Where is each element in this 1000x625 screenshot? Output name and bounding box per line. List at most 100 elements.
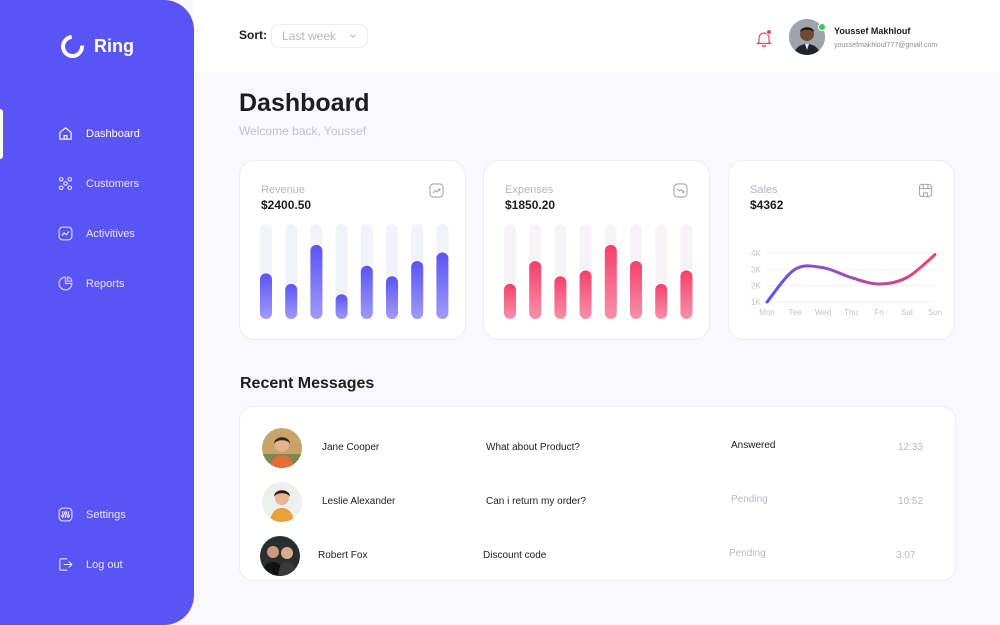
revenue-bar-chart: [260, 224, 449, 320]
card-label: Revenue: [261, 184, 306, 196]
page-title: Dashboard: [239, 89, 370, 117]
x-tick-label: Sun: [928, 308, 942, 317]
sales-line-chart: 1K 2K 3K 4K Mon Tee Wed Thu Fri Sat Sun: [751, 249, 942, 317]
user-email: youssefmakhlouf777@gmail.com: [834, 42, 938, 49]
chart-bar[interactable]: [260, 273, 272, 319]
sidebar-item-label: Customers: [86, 177, 140, 190]
x-tick-label: Wed: [815, 308, 831, 317]
recent-messages-panel: Jane Cooper What about Product? Answered…: [239, 406, 956, 581]
app-logo[interactable]: Ring: [56, 30, 134, 63]
card-label: Expenses: [505, 184, 554, 196]
chart-bar[interactable]: [655, 283, 668, 319]
sales-card[interactable]: Sales $4362 1K 2K 3K 4K Mon Tee Wed Thu Fri Sat Su…: [728, 160, 955, 340]
sales-series-line: [765, 253, 937, 304]
sidebar: Ring Dashboard Customers Activitives Rep…: [0, 0, 194, 625]
sort-label: Sort:: [239, 28, 267, 42]
sidebar-item-label: Activitives: [86, 227, 135, 240]
message-time: 12:33: [898, 442, 924, 453]
chart-bar[interactable]: [386, 276, 398, 319]
message-text: Discount code: [483, 550, 547, 561]
status-badge: Pending: [729, 548, 766, 559]
status-badge: Pending: [731, 494, 768, 505]
logout-icon: [59, 558, 73, 571]
chart-bar[interactable]: [360, 265, 373, 319]
shop-icon: [918, 183, 933, 198]
chart-bar[interactable]: [604, 244, 617, 319]
sender-name: Leslie Alexander: [322, 496, 396, 507]
sidebar-item-reports[interactable]: Reports: [57, 275, 125, 292]
avatar: [262, 428, 302, 468]
revenue-card[interactable]: Revenue $2400.50: [239, 160, 466, 340]
recent-messages-title: Recent Messages: [240, 375, 375, 392]
sender-name: Jane Cooper: [322, 442, 380, 453]
sidebar-item-label: Settings: [86, 508, 126, 521]
y-tick-label: 1K: [751, 298, 761, 307]
message-row[interactable]: Jane Cooper What about Product? Answered…: [240, 428, 957, 468]
chevron-down-icon: [350, 34, 356, 38]
expenses-bar-chart: [504, 224, 693, 319]
leslie-alexander-photo: [262, 482, 302, 522]
chart-bar[interactable]: [310, 244, 323, 319]
sidebar-item-label: Dashboard: [86, 127, 140, 140]
avatar: [260, 536, 300, 576]
message-time: 10:52: [898, 496, 924, 507]
message-text: What about Product?: [486, 442, 580, 453]
x-tick-label: Fri: [874, 308, 884, 317]
chart-bar[interactable]: [285, 283, 298, 319]
online-status-dot: [818, 23, 826, 31]
home-icon: [59, 127, 72, 140]
sort-dropdown[interactable]: Last week: [271, 24, 368, 48]
card-value: $4362: [750, 198, 784, 212]
sort-value: Last week: [282, 29, 337, 43]
avatar: [262, 482, 302, 522]
message-time: 3:07: [896, 550, 916, 561]
message-row[interactable]: Leslie Alexander Can i return my order? …: [240, 482, 957, 522]
settings-sliders-icon: [58, 507, 73, 522]
y-tick-label: 4K: [751, 249, 761, 258]
x-tick-label: Sat: [901, 308, 914, 317]
trend-down-icon: [673, 183, 688, 198]
chart-bar[interactable]: [554, 276, 567, 319]
sidebar-item-customers[interactable]: Customers: [57, 175, 139, 192]
people-icon: [58, 176, 73, 191]
notification-button[interactable]: [756, 29, 772, 48]
message-row[interactable]: Robert Fox Discount code Pending 3:07: [240, 536, 957, 576]
active-nav-indicator: [0, 109, 3, 159]
y-tick-label: 3K: [751, 265, 761, 274]
pie-chart-icon: [58, 276, 73, 291]
y-tick-label: 2K: [751, 282, 761, 291]
x-tick-label: Thu: [844, 308, 858, 317]
activity-icon: [58, 226, 73, 241]
expenses-card[interactable]: Expenses $1850.20: [483, 160, 710, 340]
jane-cooper-photo: [262, 428, 302, 468]
chart-bar[interactable]: [529, 261, 542, 319]
chart-bar[interactable]: [630, 261, 642, 319]
sidebar-item-label: Log out: [86, 558, 123, 571]
card-value: $2400.50: [261, 198, 312, 212]
notification-dot: [766, 29, 772, 35]
chart-bar[interactable]: [436, 252, 449, 320]
chart-bar[interactable]: [579, 270, 592, 319]
status-badge: Answered: [731, 440, 776, 451]
message-text: Can i return my order?: [486, 496, 587, 507]
chart-bar[interactable]: [411, 261, 424, 319]
app-name: Ring: [94, 36, 134, 56]
sidebar-item-dashboard[interactable]: Dashboard: [57, 125, 140, 142]
robert-fox-photo: [260, 536, 300, 576]
x-tick-label: Mon: [759, 308, 775, 317]
top-header: Sort: Last week Youssef Makhlouf youssef…: [194, 0, 1000, 72]
welcome-message: Welcome back, Youssef: [239, 124, 367, 138]
chart-bar[interactable]: [335, 294, 348, 319]
sidebar-item-settings[interactable]: Settings: [57, 506, 126, 523]
card-label: Sales: [750, 184, 778, 196]
sender-name: Robert Fox: [318, 550, 368, 561]
sidebar-item-activities[interactable]: Activitives: [57, 225, 135, 242]
chart-bar[interactable]: [680, 270, 693, 319]
sidebar-item-logout[interactable]: Log out: [57, 556, 123, 573]
chart-bar[interactable]: [504, 283, 516, 319]
sidebar-item-label: Reports: [86, 277, 125, 290]
trend-up-icon: [429, 183, 444, 198]
ring-logo-icon: [56, 30, 89, 63]
x-tick-label: Tee: [789, 308, 802, 317]
user-name: Youssef Makhlouf: [834, 26, 911, 36]
